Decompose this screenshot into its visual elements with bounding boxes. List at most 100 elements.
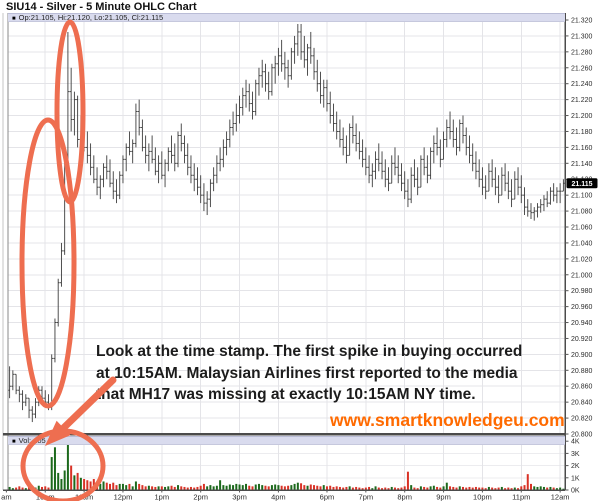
volume-bar [254,484,257,490]
ohlc-bar [111,171,115,200]
ohlc-bar [95,167,99,196]
volume-bar [510,488,513,490]
last-price-box [566,178,598,189]
ohlc-bar [37,386,41,407]
ohlc-bar [442,131,446,160]
ohlc-bar [490,159,494,188]
volume-bar [63,470,66,490]
ohlc-bar [160,151,164,180]
volume-bar [177,485,180,490]
ohlc-bar [59,242,63,287]
volume-bar [484,488,487,490]
ohlc-bar [195,167,199,196]
volume-bar [209,485,212,490]
volume-bar [309,484,312,490]
ohlc-bar [21,390,25,411]
volume-bar [500,486,503,490]
ohlc-bar [416,167,420,196]
ohlc-bar [254,79,258,116]
ohlc-bar [30,406,34,423]
ohlc-bar [503,163,507,192]
page-title: SIU14 - Silver - 5 Minute OHLC Chart [6,1,197,13]
volume-bar [316,485,319,490]
volume-bar [432,485,435,490]
ohlc-bar [150,135,154,164]
ohlc-bar [17,386,21,403]
ohlc-bar [555,187,559,204]
ohlc-bar [370,163,374,188]
volume-bar [345,486,348,490]
ohlc-bar [312,47,316,80]
volume-bar [193,487,196,490]
volume-bar [313,485,316,490]
volume-bar [458,486,461,490]
annotation-note-line: at 10:15AM. Malaysian Airlines first rep… [96,364,518,382]
volume-bar [306,485,309,490]
ohlc-bar [558,183,562,204]
ohlc-bar [118,171,122,200]
volume-bar [280,485,283,490]
price-axis-label: 21.300 [571,33,593,40]
volume-bar [186,487,189,490]
ohlc-bar [202,183,206,212]
ohlc-bar [361,139,365,168]
volume-bar [189,486,192,490]
volume-bar [222,485,225,490]
ohlc-bar [182,135,186,164]
volume-bar [118,483,121,490]
volume-bar [160,486,163,490]
ohlc-bar [448,111,452,140]
ohlc-bar [432,135,436,164]
ohlc-bar [296,23,300,56]
ohlc-bar [221,139,225,168]
ohlc-bar [199,175,203,204]
ohlc-bar [325,79,329,112]
ohlc-info-label: Op:21.105, Hi:21.120, Lo:21.105, Cl:21.1… [18,13,164,22]
volume-bar [232,485,235,490]
ohlc-bar [542,195,546,212]
volume-bar [79,477,82,490]
volume-bar [73,475,76,490]
volume-bar [267,486,270,490]
ohlc-bar [306,43,310,76]
volume-bar [445,482,448,490]
ohlc-bar [319,71,323,104]
time-axis-label: 7pm [359,493,374,501]
ohlc-bar [422,147,426,176]
volume-bar [212,486,215,490]
ohlc-bar [548,187,552,205]
ohlc-bar [124,143,128,172]
volume-bar [559,487,562,490]
ohlc-bar [393,147,397,176]
volume-bar [403,486,406,490]
ohlc-bar [471,143,475,172]
volume-bar [342,487,345,490]
ohlc-bar [403,171,407,200]
volume-bar [546,487,549,490]
volume-bar [549,486,552,490]
ohlc-bar [299,23,303,60]
volume-bar [426,487,429,490]
price-axis-label: 21.080 [571,209,593,216]
volume-bar [513,487,516,490]
volume-bar [290,485,293,490]
price-axis-label: 21.280 [571,49,593,56]
ohlc-bar [532,207,536,221]
volume-bar [449,486,452,490]
volume-bar [335,486,338,490]
watermark-link[interactable]: www.smartknowledgeu.com [330,410,565,430]
volume-bar [478,487,481,490]
volume-bar [529,483,532,490]
ohlc-bar [438,139,442,168]
ohlc-bar [92,155,96,184]
volume-bar [355,486,358,490]
volume-bar [300,483,303,490]
volume-bar [105,482,108,490]
time-axis-label: 6pm [320,493,335,501]
ohlc-bar [280,39,284,72]
volume-bar [555,488,558,490]
ohlc-bar [127,131,131,156]
ohlc-bar [286,59,290,88]
volume-bar [76,472,79,490]
